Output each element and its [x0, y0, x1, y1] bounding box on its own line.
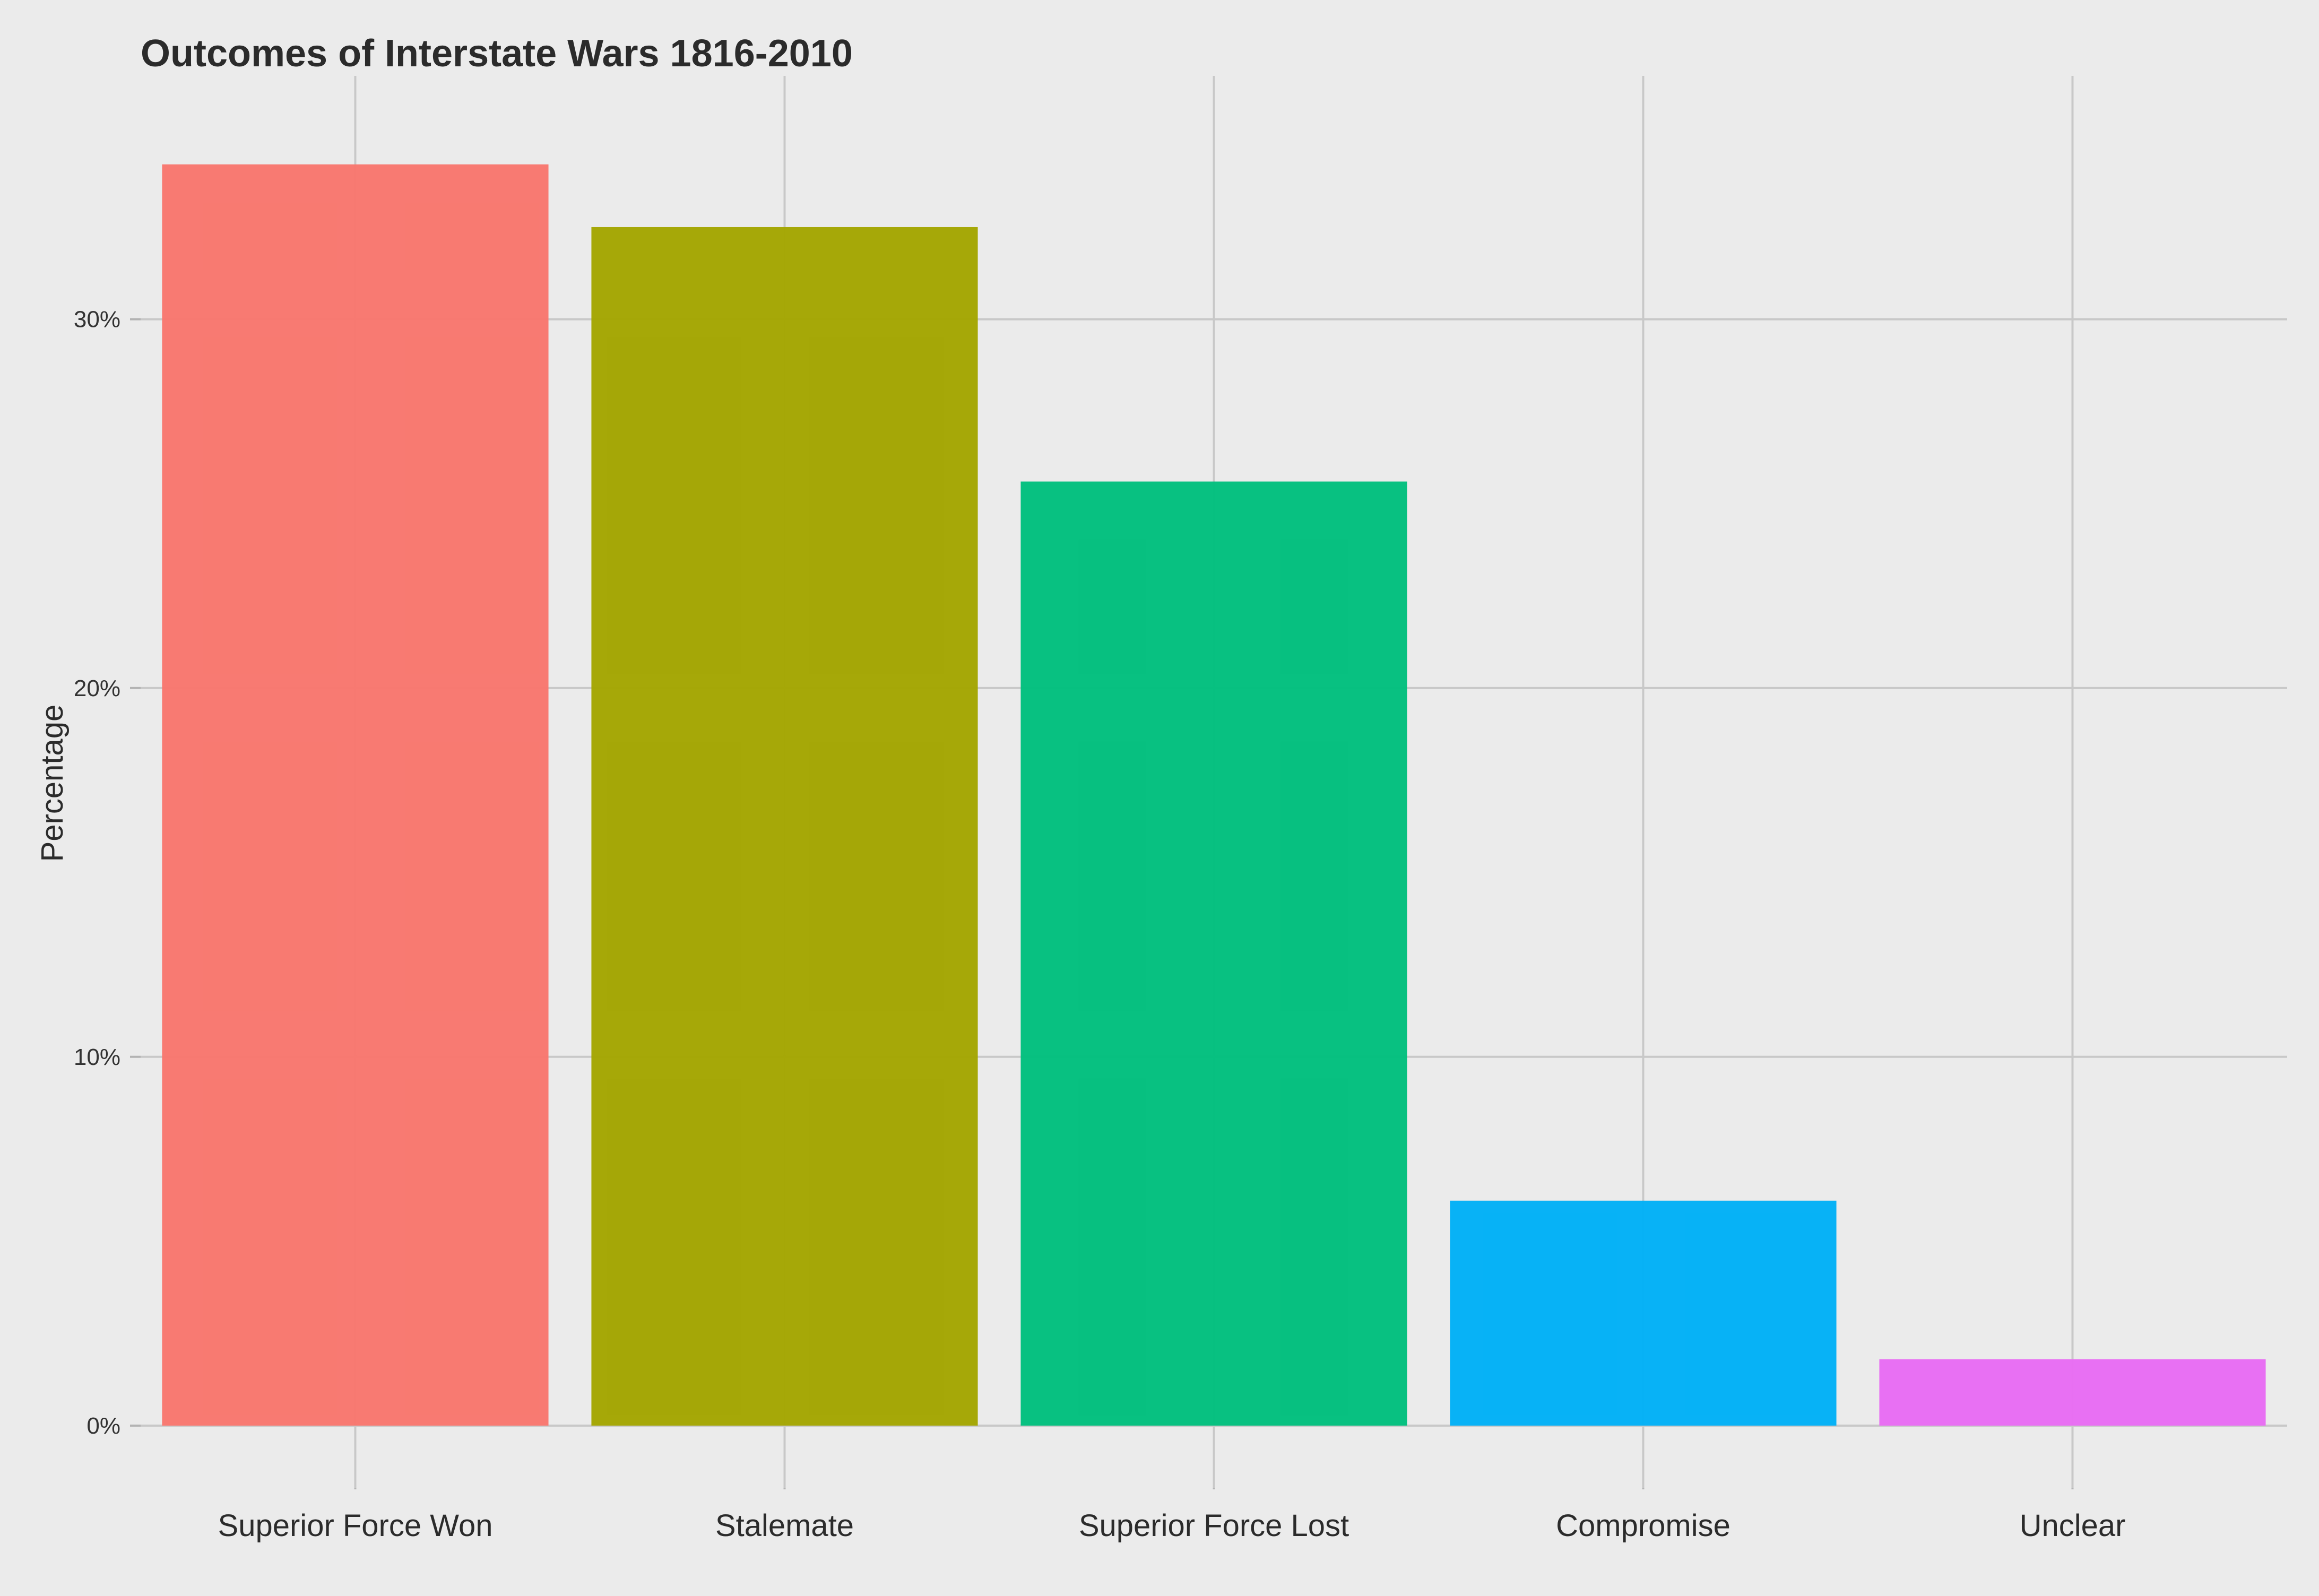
- x-tick-label: Compromise: [1556, 1508, 1730, 1543]
- y-axis-label: Percentage: [35, 705, 70, 862]
- axes: 0% 10% 20% 30% Superior Force Won Stalemate Su…: [74, 307, 2126, 1543]
- y-tick-label: 30%: [74, 307, 120, 333]
- x-tick-label: Superior Force Lost: [1079, 1508, 1349, 1543]
- chart-title: Outcomes of Interstate Wars 1816-2010: [141, 32, 853, 75]
- bar: [1879, 1359, 2266, 1426]
- bar: [162, 164, 549, 1426]
- y-tick-label: 0%: [86, 1413, 120, 1439]
- bar: [1020, 481, 1407, 1426]
- x-tick-label: Superior Force Won: [218, 1508, 493, 1543]
- bar: [1450, 1200, 1837, 1426]
- x-tick-label: Stalemate: [715, 1508, 854, 1543]
- bar: [591, 227, 978, 1426]
- x-tick-label: Unclear: [2020, 1508, 2126, 1543]
- y-tick-label: 10%: [74, 1044, 120, 1070]
- y-tick-label: 20%: [74, 675, 120, 701]
- bars: [162, 164, 2266, 1426]
